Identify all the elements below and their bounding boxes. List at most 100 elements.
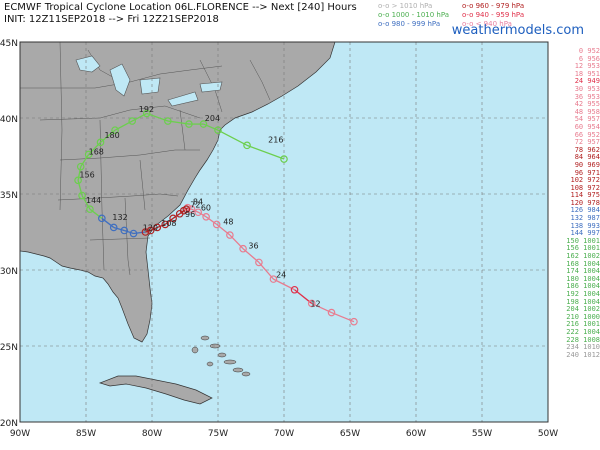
longitude-labels: 90W 85W 80W 75W 70W 65W 60W 55W 50W	[10, 429, 558, 439]
pressure-row: 126 984	[570, 206, 600, 215]
track-point	[169, 214, 177, 223]
hour-label: 36	[248, 242, 258, 251]
pressure-row: 132 987	[570, 214, 600, 223]
pressure-row: 216 1001	[566, 320, 600, 329]
track-point	[212, 220, 221, 229]
hour-label: 216	[268, 135, 283, 144]
bahamas-island	[223, 359, 237, 365]
pressure-row: 114 975	[570, 191, 600, 200]
track-point	[109, 223, 118, 232]
brand-watermark: weathermodels.com	[451, 23, 584, 38]
land-north-america	[19, 41, 336, 343]
land-cuba	[98, 375, 213, 405]
track-segment	[273, 278, 295, 291]
hour-label: 204	[205, 114, 220, 123]
track-point	[86, 205, 94, 214]
pressure-row: 198 1004	[566, 297, 600, 306]
pressure-row: 54 957	[574, 115, 600, 124]
track-segment	[172, 213, 181, 219]
track-point	[280, 155, 288, 163]
track-segment	[80, 154, 90, 167]
graticule	[20, 42, 548, 422]
legend-entry: o-o > 1010 hPa	[378, 2, 433, 10]
track-segment	[81, 195, 91, 210]
hour-label: 156	[79, 170, 94, 179]
hour-label: 12	[310, 299, 320, 308]
bahamas-island	[232, 367, 244, 373]
pressure-row: 60 954	[574, 122, 600, 131]
track-point	[84, 150, 93, 159]
lon-label: 50W	[538, 429, 558, 439]
pressure-row: 240 1012	[566, 350, 600, 359]
forecast-track	[74, 109, 358, 326]
pressure-legend-2: o-o 960 - 979 hPa o-o 940 - 959 hPa o-o < …	[462, 2, 524, 29]
track-point	[153, 223, 162, 232]
track-point	[98, 214, 106, 223]
hour-label: 24	[276, 271, 286, 280]
pressure-row: 138 993	[570, 221, 600, 230]
pressure-row: 66 952	[574, 130, 600, 139]
track-point	[255, 258, 263, 267]
hour-label: 120	[143, 223, 158, 232]
track-segment	[113, 226, 125, 232]
track-segment	[89, 208, 103, 219]
bahamas-island	[200, 335, 210, 341]
pressure-row: 30 953	[574, 84, 600, 93]
lon-label: 65W	[340, 429, 360, 439]
lon-label: 75W	[208, 429, 228, 439]
lon-label: 60W	[406, 429, 426, 439]
track-point	[111, 126, 119, 134]
hour-label: 84	[193, 198, 203, 207]
track-point	[290, 285, 299, 294]
pressure-row: 6 956	[578, 54, 600, 63]
pressure-row: 228 1008	[566, 335, 600, 344]
lat-label: 20N	[0, 419, 18, 429]
legend-entry: o-o 940 - 959 hPa	[462, 11, 525, 19]
track-point	[199, 120, 208, 128]
track-segment	[77, 166, 82, 181]
track-point	[187, 205, 196, 214]
track-segment	[77, 180, 83, 196]
hour-label: 72	[190, 201, 200, 210]
pressure-row: 36 953	[574, 92, 600, 101]
pressure-row: 48 958	[574, 107, 600, 116]
pressure-row: 102 972	[570, 176, 600, 185]
track-point	[269, 275, 278, 283]
bahamas-island	[191, 346, 199, 354]
pressure-row: 42 955	[574, 100, 600, 109]
great-lakes	[75, 55, 223, 107]
pressure-row: 120 978	[570, 198, 600, 207]
track-segment	[331, 311, 355, 323]
pressure-row: 156 1001	[566, 244, 600, 253]
track-point	[239, 244, 247, 253]
pressure-row: 24 949	[574, 77, 600, 86]
track-segment	[203, 123, 219, 131]
track-segment	[205, 216, 218, 225]
track-segment	[217, 129, 248, 146]
hour-label: 132	[112, 213, 127, 222]
track-point	[194, 208, 203, 217]
track-segment	[133, 231, 146, 235]
track-point	[307, 299, 316, 308]
hour-label: 96	[185, 210, 195, 219]
track-point	[120, 226, 129, 235]
track-point	[146, 226, 155, 235]
pressure-row: 84 964	[574, 153, 600, 162]
pressure-row: 210 1000	[566, 312, 600, 321]
pressure-row: 108 972	[570, 183, 600, 192]
hour-label: 60	[201, 204, 211, 213]
legend-entry: o-o 960 - 979 hPa	[462, 2, 525, 10]
lon-label: 80W	[142, 429, 162, 439]
pressure-row: 90 969	[574, 160, 600, 169]
hour-label: 168	[89, 147, 104, 156]
track-segment	[101, 217, 115, 228]
pressure-legend-1: o-o > 1010 hPa o-o 1000 - 1010 hPa o-o 980…	[378, 2, 449, 29]
pressure-row: 144 997	[570, 229, 600, 238]
track-point	[76, 162, 85, 171]
pressure-row: 0 952	[578, 47, 600, 55]
lat-label: 35N	[0, 191, 18, 201]
track-point	[96, 138, 105, 147]
pressure-row: 168 1004	[566, 259, 600, 268]
pressure-row: 186 1004	[566, 282, 600, 291]
pressure-row: 12 953	[574, 62, 600, 71]
